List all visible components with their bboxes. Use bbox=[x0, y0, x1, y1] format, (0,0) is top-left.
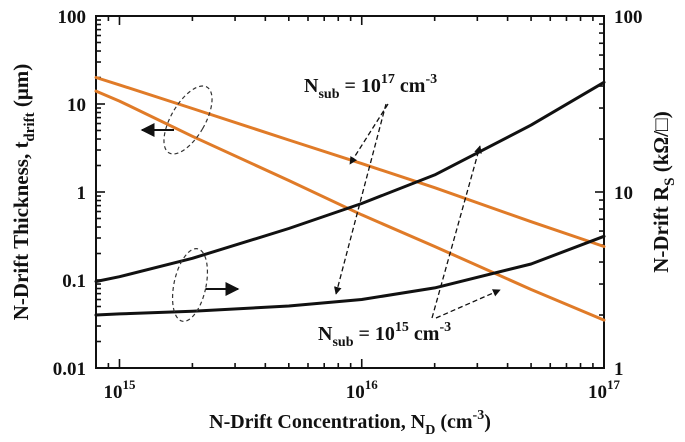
y-right-axis-title: N-Drift RS (kΩ/□) bbox=[649, 111, 678, 273]
y-right-tick-label: 1 bbox=[614, 359, 624, 380]
annotation-nsub-1e15: Nsub = 1015 cm-3 bbox=[318, 320, 451, 350]
y-left-tick-label: 0.01 bbox=[53, 359, 86, 380]
x-tick-label: 1016 bbox=[346, 377, 379, 403]
x-tick-label: 1017 bbox=[588, 377, 621, 403]
x-tick-label: 1015 bbox=[103, 377, 136, 403]
pointer-arrow-17-b bbox=[334, 103, 387, 295]
y-right-tick-label: 100 bbox=[614, 7, 643, 28]
series-line-2 bbox=[94, 89, 606, 322]
left-axis-group-ellipse bbox=[163, 85, 213, 155]
series-line-4 bbox=[94, 234, 606, 317]
x-axis-title: N-Drift Concentration, ND (cm-3) bbox=[209, 408, 491, 438]
right-axis-group-ellipse bbox=[171, 248, 209, 322]
plot-frame bbox=[95, 15, 605, 369]
y-left-tick-label: 0.1 bbox=[62, 271, 86, 292]
pointer-arrow-15-a bbox=[431, 145, 482, 319]
y-right-tick-label: 10 bbox=[614, 183, 633, 204]
series-line-1 bbox=[94, 76, 606, 248]
pointer-arrow-17-a bbox=[349, 103, 389, 165]
annotation-nsub-1e17: Nsub = 1017 cm-3 bbox=[304, 72, 437, 102]
y-left-tick-label: 100 bbox=[58, 7, 87, 28]
y-left-axis-title: N-Drift Thickness, tdrift (μm) bbox=[9, 64, 38, 321]
y-left-tick-label: 1 bbox=[77, 183, 87, 204]
series-line-3 bbox=[94, 80, 606, 283]
pointer-arrow-15-b bbox=[435, 289, 501, 319]
y-left-tick-label: 10 bbox=[67, 95, 86, 116]
